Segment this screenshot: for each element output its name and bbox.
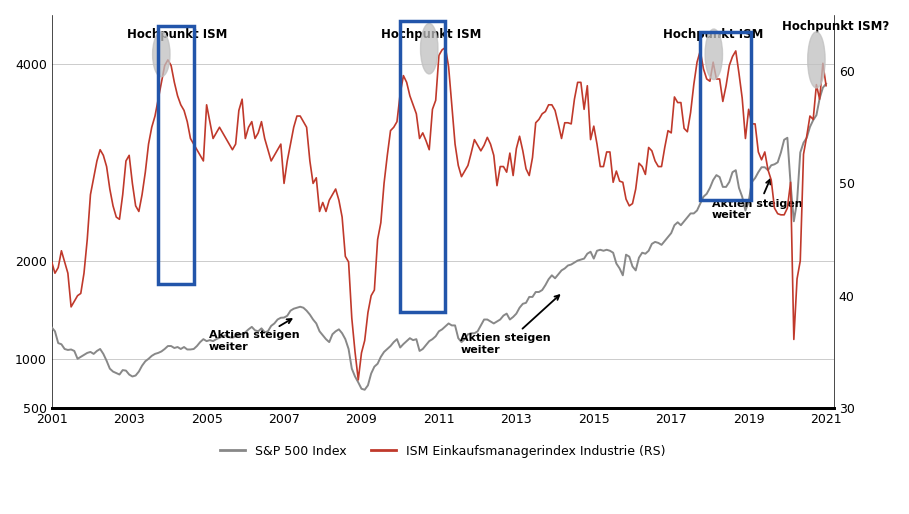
Text: Hochpunkt ISM?: Hochpunkt ISM? bbox=[782, 20, 889, 33]
Ellipse shape bbox=[705, 29, 723, 80]
Text: Hochpunkt ISM: Hochpunkt ISM bbox=[664, 28, 764, 41]
Text: Aktien steigen
weiter: Aktien steigen weiter bbox=[460, 295, 559, 355]
Text: Hochpunkt ISM: Hochpunkt ISM bbox=[381, 28, 481, 41]
Ellipse shape bbox=[421, 24, 438, 74]
Text: Hochpunkt ISM: Hochpunkt ISM bbox=[127, 28, 227, 41]
Bar bbox=[700, 32, 751, 200]
Bar bbox=[158, 26, 194, 284]
Ellipse shape bbox=[153, 32, 170, 77]
Text: Aktien steigen
weiter: Aktien steigen weiter bbox=[208, 319, 299, 352]
Bar bbox=[400, 21, 445, 313]
Legend: S&P 500 Index, ISM Einkaufsmanagerindex Industrie (RS): S&P 500 Index, ISM Einkaufsmanagerindex … bbox=[215, 439, 671, 463]
Text: Aktien steigen
weiter: Aktien steigen weiter bbox=[712, 179, 803, 221]
Ellipse shape bbox=[808, 32, 825, 88]
